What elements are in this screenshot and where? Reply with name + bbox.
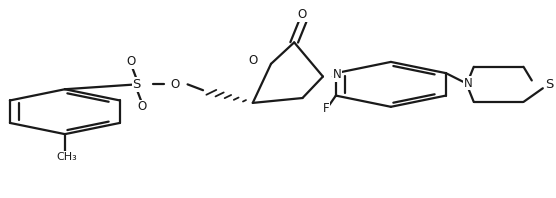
Text: S: S (545, 78, 554, 91)
Text: F: F (322, 102, 329, 115)
Text: O: O (298, 8, 307, 21)
Text: O: O (248, 54, 257, 68)
Text: N: N (464, 77, 473, 90)
Text: N: N (333, 68, 341, 81)
Text: S: S (132, 78, 141, 91)
Text: O: O (127, 55, 136, 68)
Text: O: O (171, 78, 180, 91)
Text: O: O (138, 100, 147, 113)
Text: CH₃: CH₃ (57, 152, 77, 162)
